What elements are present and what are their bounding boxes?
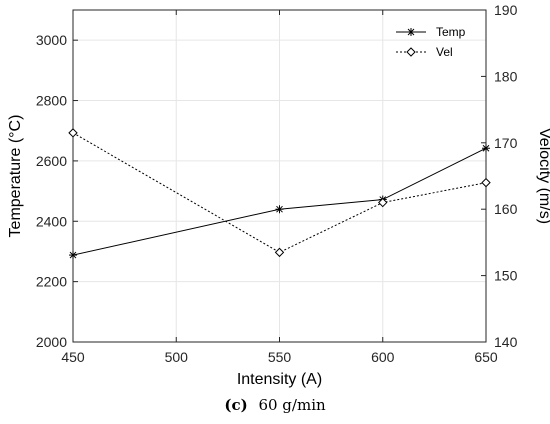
x-tick-label: 650: [474, 349, 498, 365]
series-line-vel: [72, 132, 487, 253]
series-line-temp: [72, 147, 487, 256]
point-vel: [68, 128, 78, 138]
x-tick-label: 500: [165, 349, 189, 365]
x-axis-label: Intensity (A): [237, 371, 322, 388]
x-tick-label: 550: [268, 349, 292, 365]
point-temp: [275, 205, 284, 214]
y2-tick-label: 150: [494, 268, 518, 284]
x-tick-label: 600: [371, 349, 395, 365]
y2-tick-label: 160: [494, 201, 518, 217]
point-vel: [481, 177, 491, 188]
point-temp: [69, 251, 77, 260]
ticks: 450 500 550 600 650 2000 2200 2400 2600 2800 3000 1…: [36, 2, 518, 365]
point-temp: [482, 144, 490, 153]
y2-tick-label: 180: [494, 68, 518, 84]
figure-caption: (c) 60 g/min: [224, 396, 326, 414]
point-vel: [274, 247, 285, 258]
grid: [72, 10, 487, 343]
y-tick-label: 3000: [36, 32, 67, 48]
legend-marker-vel: [406, 47, 416, 57]
y-tick-label: 2400: [36, 213, 67, 229]
x-tick-label: 450: [61, 349, 85, 365]
y-tick-label: 2800: [36, 93, 67, 109]
y-tick-label: 2200: [36, 274, 67, 290]
legend-marker-temp: [407, 28, 415, 36]
legend: Temp Vel: [396, 25, 466, 59]
series: [68, 128, 491, 260]
caption-text: 60 g/min: [258, 396, 326, 414]
legend-label-temp: Temp: [436, 25, 466, 39]
point-vel: [378, 197, 388, 208]
y-tick-label: 2600: [36, 153, 67, 169]
y2-tick-label: 170: [494, 135, 518, 151]
y-axis-label-left: Temperature (°C): [7, 115, 24, 238]
caption-label: (c): [224, 396, 247, 414]
y2-tick-label: 140: [494, 334, 518, 350]
legend-label-vel: Vel: [436, 45, 453, 59]
y-axis-label-right: Velocity (m/s): [536, 128, 550, 224]
y2-tick-label: 190: [494, 2, 518, 18]
y-tick-label: 2000: [36, 334, 67, 350]
